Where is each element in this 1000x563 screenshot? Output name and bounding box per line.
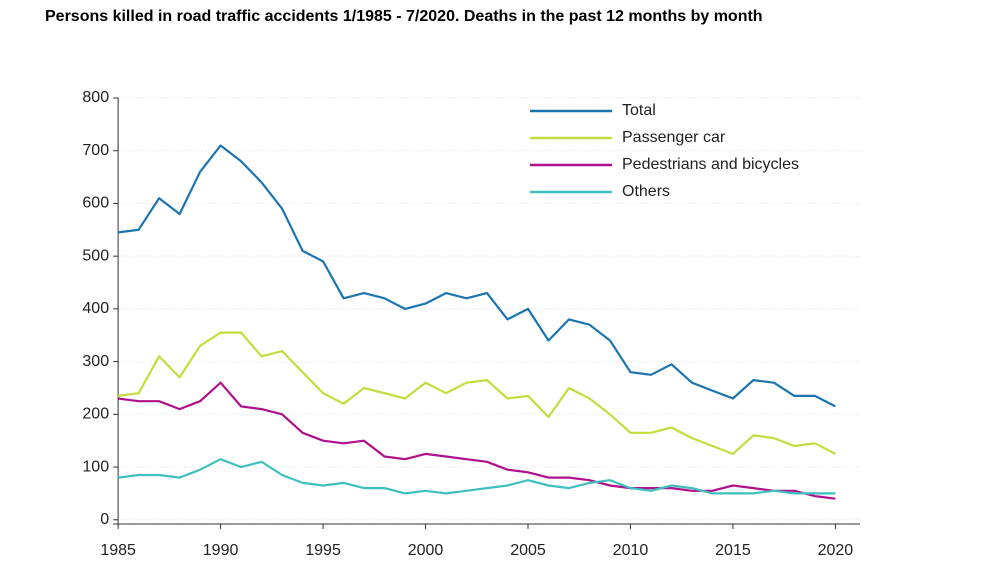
legend-label: Pedestrians and bicycles [622, 156, 799, 173]
chart-title: Persons killed in road traffic accidents… [45, 8, 763, 25]
series-line [117, 331, 836, 455]
x-tick-label: 2005 [510, 542, 546, 559]
x-tick-label: 2015 [715, 542, 751, 559]
legend-label: Passenger car [622, 129, 726, 146]
x-tick-label: 1985 [100, 542, 136, 559]
series-line [117, 381, 836, 500]
legend-label: Total [622, 102, 656, 119]
x-tick-label: 1990 [203, 542, 239, 559]
y-tick-label: 0 [100, 511, 109, 528]
y-tick-label: 800 [82, 89, 109, 106]
x-tick-label: 2010 [613, 542, 649, 559]
y-tick-label: 400 [82, 300, 109, 317]
x-tick-label: 1995 [305, 542, 341, 559]
legend-label: Others [622, 183, 670, 200]
x-tick-label: 2020 [818, 542, 854, 559]
series-line [117, 144, 836, 408]
y-tick-label: 600 [82, 195, 109, 212]
series-line [117, 458, 836, 495]
y-tick-label: 200 [82, 406, 109, 423]
x-tick-label: 2000 [408, 542, 444, 559]
y-tick-label: 500 [82, 247, 109, 264]
y-tick-label: 100 [82, 458, 109, 475]
y-tick-label: 700 [82, 142, 109, 159]
y-tick-label: 300 [82, 353, 109, 370]
